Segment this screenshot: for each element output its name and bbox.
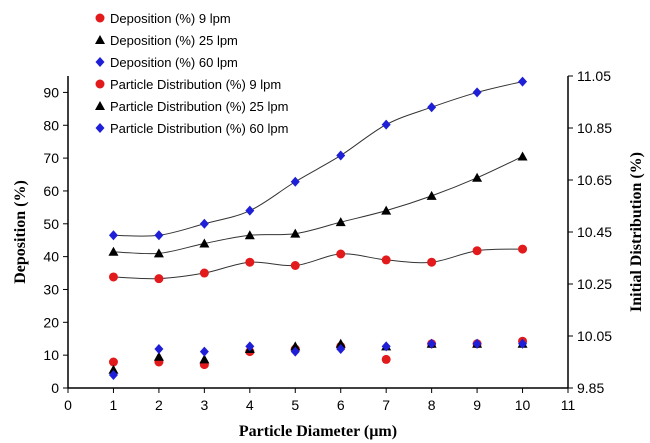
data-point-triangle [472,172,483,182]
data-point-triangle [290,228,301,238]
x-tick-label: 2 [155,397,163,413]
data-point-circle [290,260,300,270]
y2-tick-label: 9.85 [577,380,604,396]
y-axis-title: Deposition (%) [12,180,29,284]
data-point-circle [472,246,482,256]
data-point-triangle [199,354,210,364]
y-tick-label: 50 [43,216,59,232]
axes: 0 1 2 3 4 5 6 7 8 9 10 11 0 10 20 30 40 50 60 70 80 90 9.85 10.… [43,68,612,413]
x-tick-label: 10 [515,397,531,413]
data-point-diamond [518,76,528,87]
legend-marker-circle [95,13,105,23]
data-point-triangle [108,364,119,374]
legend-marker-diamond [95,57,105,67]
data-point-circle [108,272,118,282]
legend-label: Deposition (%) 25 lpm [110,33,238,48]
trendline [113,248,523,280]
y2-tick-label: 10.25 [577,276,612,292]
data-point-circle [427,257,437,267]
data-point-diamond [472,87,482,98]
data-point-triangle [244,230,255,240]
x-tick-label: 8 [428,397,436,413]
data-point-diamond [199,218,209,229]
data-point-diamond [336,344,346,354]
data-point-triangle [108,246,119,256]
data-point-diamond [427,338,437,349]
data-point-circle [199,268,209,278]
data-point-diamond [290,346,300,357]
y-tick-label: 10 [43,347,59,363]
y2-tick-label: 10.05 [577,328,612,344]
data-point-triangle [199,238,210,248]
data-point-triangle [335,338,346,348]
data-point-diamond [336,150,346,161]
data-point-circle [154,274,164,284]
y-tick-label: 0 [51,380,59,396]
data-point-diamond [108,370,118,380]
data-point-triangle [335,217,346,227]
data-point-diamond [518,338,528,349]
data-point-circle [518,244,528,254]
legend-label: Particle Distribution (%) 25 lpm [110,99,288,114]
legend-label: Particle Distribution (%) 9 lpm [110,77,281,92]
y2-tick-label: 11.05 [577,68,611,84]
y-tick-label: 40 [43,249,59,265]
x-tick-label: 7 [382,397,390,413]
x-tick-label: 0 [64,397,72,413]
data-point-triangle [381,205,392,215]
data-point-triangle [153,248,164,258]
legend-marker-circle [95,79,105,89]
data-point-diamond [290,176,300,187]
data-point-circle [245,257,255,267]
x-tick-label: 11 [561,397,576,413]
trendline [113,81,523,237]
y2-axis-title: Initial Distribution (%) [628,152,645,312]
legend-marker-diamond [95,123,105,133]
legend-marker-triangle [95,35,105,44]
data-point-diamond [108,230,118,241]
data-point-diamond [245,205,255,216]
y-tick-label: 30 [43,281,59,297]
legend-label: Deposition (%) 9 lpm [110,11,231,26]
x-tick-label: 1 [110,397,118,413]
y-tick-label: 70 [43,150,59,166]
data-point-diamond [245,341,255,352]
data-point-diamond [154,230,164,241]
x-axis-title: Particle Diameter (µm) [239,423,397,440]
data-point-diamond [154,344,164,354]
trendlines [113,81,523,280]
y-tick-label: 80 [43,117,59,133]
data-points [108,76,528,380]
data-point-diamond [427,102,437,113]
data-point-circle [108,357,118,367]
y2-tick-label: 10.85 [577,120,612,136]
x-tick-label: 4 [246,397,254,413]
data-point-diamond [381,341,391,352]
data-point-triangle [517,151,528,161]
data-point-circle [381,255,391,265]
legend: Deposition (%) 9 lpm Deposition (%) 25 lp… [95,11,288,136]
data-point-diamond [472,338,482,349]
legend-label: Deposition (%) 60 lpm [110,55,238,70]
x-tick-label: 9 [473,397,481,413]
data-point-circle [381,354,391,364]
trendline [113,156,523,255]
data-point-diamond [199,346,209,357]
data-point-diamond [381,119,391,130]
legend-marker-triangle [95,101,105,110]
data-point-triangle [426,190,437,200]
y-tick-label: 20 [43,314,59,330]
y-tick-label: 60 [43,183,59,199]
data-point-circle [336,249,346,259]
y2-tick-label: 10.45 [577,224,612,240]
x-tick-label: 3 [200,397,208,413]
x-tick-label: 6 [337,397,345,413]
y2-tick-label: 10.65 [577,172,612,188]
data-point-triangle [153,351,164,361]
y-tick-label: 90 [43,84,59,100]
legend-label: Particle Distribution (%) 60 lpm [110,121,288,136]
x-tick-label: 5 [291,397,299,413]
data-point-triangle [290,341,301,351]
